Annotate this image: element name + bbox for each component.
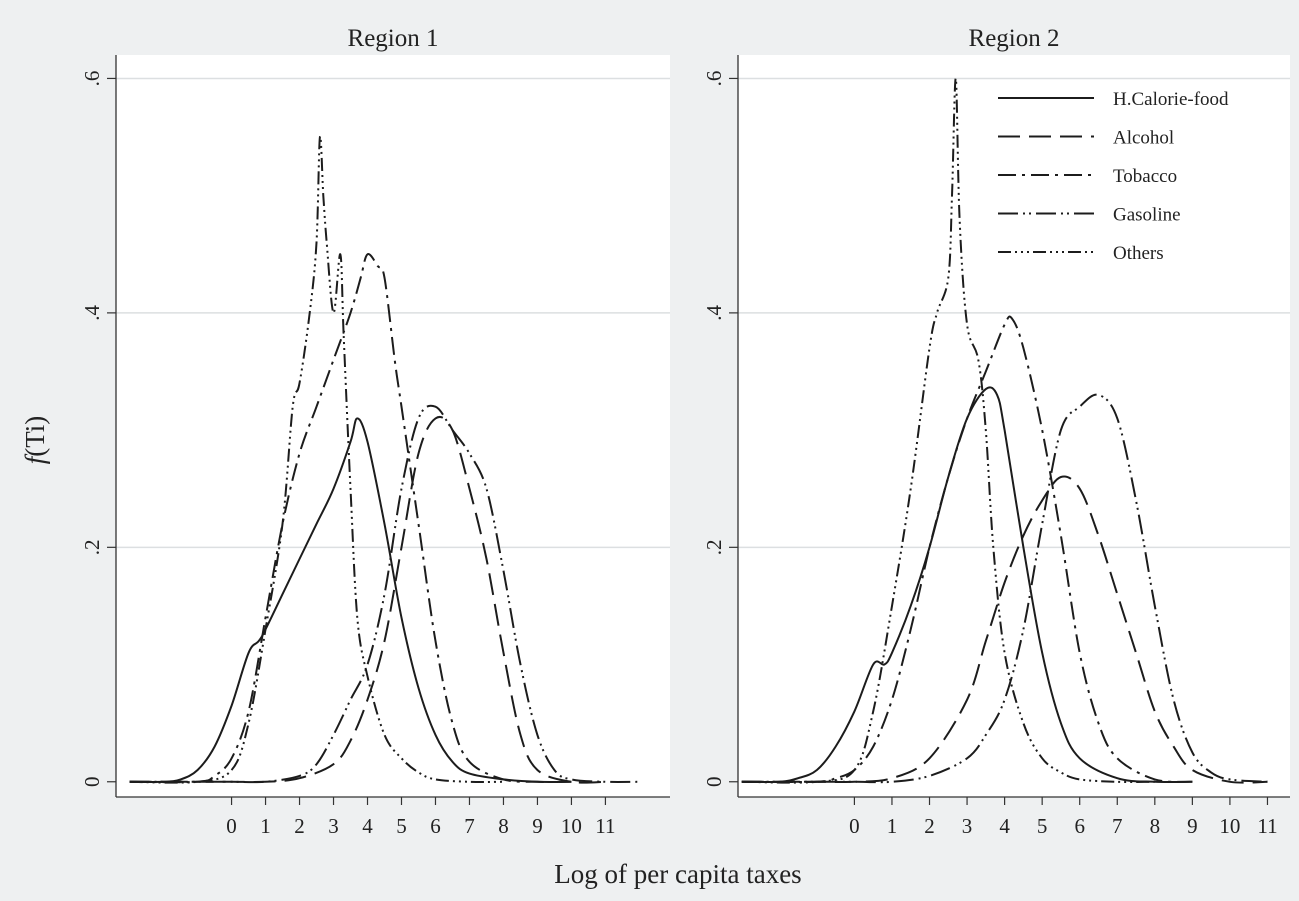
series-line-tobacco — [129, 253, 572, 784]
y-tick-label: .4 — [702, 305, 726, 321]
x-tick-label: 5 — [396, 814, 407, 838]
region-2-panel: Region 2 0 .2 .4 .6 0 1 2 3 4 5 6 7 8 9 10 11 — [702, 25, 1290, 838]
x-tick-label: 0 — [226, 814, 237, 838]
x-tick-label: 7 — [1112, 814, 1123, 838]
series-line-h-calorie-food — [129, 417, 572, 783]
x-tick-label: 6 — [430, 814, 441, 838]
x-tick-label: 1 — [887, 814, 898, 838]
region-1-panel: Region 1 0.2.4.60 1 2 3 4 5 6 7 8 9 10 11 — [80, 25, 670, 838]
x-tick-label: 6 — [1074, 814, 1085, 838]
y-tick-label: .2 — [702, 539, 726, 555]
x-tick-label: 8 — [1150, 814, 1161, 838]
series-line-others — [741, 77, 1155, 784]
x-tick-label: 0 — [849, 814, 860, 838]
region-2-title: Region 2 — [969, 25, 1060, 52]
x-tick-label: 4 — [999, 814, 1010, 838]
series-line-tobacco — [741, 315, 1193, 784]
region-1-title: Region 1 — [348, 25, 439, 52]
region-2-plot-area — [738, 55, 1290, 797]
x-tick-label: 8 — [498, 814, 509, 838]
legend-label: Gasoline — [1113, 205, 1181, 226]
legend-label: Alcohol — [1113, 128, 1174, 149]
series-line-others — [129, 135, 504, 784]
y-tick-label: 0 — [702, 777, 726, 788]
x-tick-label: 2 — [924, 814, 935, 838]
series-line-gasoline — [741, 393, 1268, 784]
x-tick-label: 11 — [1257, 814, 1277, 838]
x-tick-label: 1 — [260, 814, 271, 838]
y-tick-label: .4 — [80, 305, 104, 321]
x-tick-label: 3 — [962, 814, 973, 838]
y-axis-title: f(Ti) — [20, 416, 50, 465]
x-tick-label: 3 — [328, 814, 339, 838]
x-tick-label: 9 — [1187, 814, 1198, 838]
y-axis-title-italic: f — [20, 453, 50, 464]
legend: H.Calorie-food Alcohol Tobacco Gasoline Othe… — [998, 89, 1229, 264]
x-tick-label: 10 — [1219, 814, 1240, 838]
y-tick-label: .6 — [80, 71, 104, 87]
series-line-alcohol — [129, 415, 606, 784]
x-tick-label: 10 — [561, 814, 582, 838]
x-tick-label: 4 — [362, 814, 373, 838]
series-line-gasoline — [129, 404, 640, 784]
y-axis-title-rest: (Ti) — [20, 416, 50, 457]
y-tick-label: 0 — [80, 777, 104, 788]
legend-label: H.Calorie-food — [1113, 89, 1229, 110]
x-tick-label: 7 — [464, 814, 475, 838]
legend-label: Tobacco — [1113, 166, 1177, 187]
x-tick-label: 11 — [595, 814, 615, 838]
x-axis-title: Log of per capita taxes — [554, 859, 801, 889]
legend-label: Others — [1113, 243, 1164, 264]
y-tick-label: .2 — [80, 539, 104, 555]
x-tick-label: 9 — [532, 814, 543, 838]
y-tick-label: .6 — [702, 71, 726, 87]
x-tick-label: 2 — [294, 814, 305, 838]
region-1-plot-area — [116, 55, 670, 797]
x-tick-label: 5 — [1037, 814, 1048, 838]
